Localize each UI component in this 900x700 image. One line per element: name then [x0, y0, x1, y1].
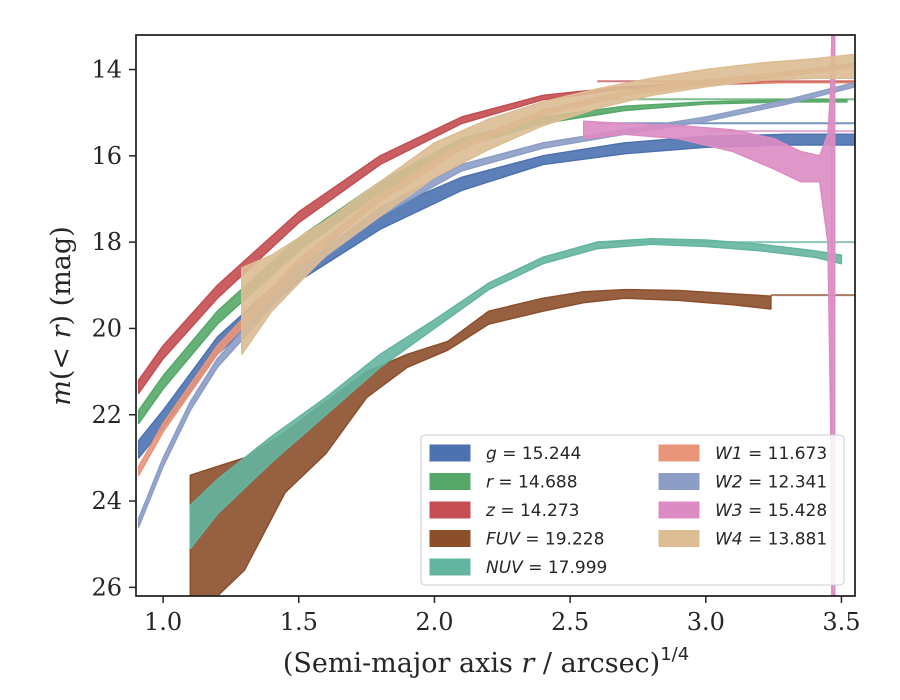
legend-label-w1: W1 = 11.673	[715, 444, 827, 464]
legend-band-value: = 15.428	[743, 501, 828, 521]
legend-label-z: z = 14.273	[485, 501, 579, 521]
y-tick-label: 14	[91, 56, 122, 84]
legend-band-name: g	[486, 444, 497, 464]
legend-label-nuv: NUV = 17.999	[486, 558, 607, 578]
legend-label-g: g = 15.244	[486, 444, 581, 464]
x-tick-label: 1.5	[280, 608, 318, 636]
y-tick-label: 16	[91, 142, 122, 170]
x-tick-label: 2.0	[415, 608, 453, 636]
y-axis-ticks: 14 16 18 20 22 24 26	[91, 56, 136, 601]
y-axis-title-open: (	[46, 370, 77, 381]
legend-band-name: FUV	[486, 530, 521, 550]
y-tick-label: 24	[91, 487, 122, 515]
y-axis-title-m: m	[46, 380, 77, 406]
legend-swatch-w4	[658, 530, 700, 547]
x-tick-label: 1.0	[144, 608, 182, 636]
series-nuv-band-0	[189, 237, 843, 550]
legend-band-name: W3	[715, 501, 743, 521]
x-tick-label: 2.5	[551, 608, 589, 636]
series-z-band-0	[137, 80, 855, 394]
legend-swatch-w1	[658, 444, 700, 462]
x-axis-title-var: r	[521, 648, 536, 679]
legend-band-name: NUV	[486, 558, 524, 578]
legend-swatch-z	[429, 501, 471, 519]
x-axis-title: (Semi-major axis r / arcsec)1/4	[283, 644, 689, 679]
y-tick-label: 20	[91, 314, 122, 342]
legend-label-w4: W4 = 13.881	[715, 530, 827, 550]
legend-swatch-g	[429, 444, 471, 462]
legend-label-fuv: FUV = 19.228	[486, 530, 604, 550]
legend-swatch-w3	[658, 501, 700, 519]
y-axis-title-r: r	[46, 323, 77, 338]
legend-band-value: = 11.673	[743, 444, 828, 464]
x-tick-label: 3.0	[687, 608, 725, 636]
legend-band-value: = 19.228	[520, 530, 605, 550]
series-layer	[137, 35, 855, 596]
y-tick-label: 26	[91, 573, 122, 601]
y-axis-title: m(< r) (mag)	[46, 226, 77, 405]
legend-band-name: W4	[715, 530, 743, 550]
legend-swatch-nuv	[429, 558, 471, 576]
legend-swatch-w2	[658, 473, 700, 490]
legend-label-w2: W2 = 12.341	[715, 473, 827, 493]
y-tick-label: 18	[91, 228, 122, 256]
y-axis-title-unit: (mag)	[46, 226, 77, 315]
legend-band-value: = 13.881	[743, 530, 828, 550]
legend-label-w3: W3 = 15.428	[715, 501, 827, 521]
series-w4-band-0	[241, 53, 855, 356]
x-axis-title-prefix: (Semi-major axis	[283, 648, 522, 679]
series-w3-band-0	[582, 35, 833, 596]
legend-swatch-r	[429, 473, 471, 490]
y-tick-label: 22	[91, 401, 122, 429]
legend-band-name: r	[486, 473, 494, 493]
legend-band-value: = 14.273	[495, 501, 580, 521]
legend-band-value: = 12.341	[743, 473, 828, 493]
legend-band-name: W1	[715, 444, 743, 464]
x-tick-label: 3.5	[822, 608, 860, 636]
legend-swatch-fuv	[429, 530, 471, 547]
plot-frame	[135, 34, 856, 597]
legend-box	[420, 434, 845, 586]
legend-label-r: r = 14.688	[486, 473, 578, 493]
x-axis-ticks: 1.0 1.5 2.0 2.5 3.0 3.5	[144, 596, 861, 636]
legend-band-name: z	[485, 501, 496, 521]
x-axis-title-exponent: 1/4	[660, 644, 689, 665]
legend-band-value: = 17.999	[523, 558, 608, 578]
x-axis-title-suffix: / arcsec)	[534, 648, 660, 679]
legend-band-value: = 14.688	[493, 473, 578, 493]
y-axis-title-close: )	[46, 315, 77, 326]
y-axis-title-lt: <	[46, 338, 77, 369]
legend-band-name: W2	[715, 473, 743, 493]
legend-band-value: = 15.244	[497, 444, 582, 464]
